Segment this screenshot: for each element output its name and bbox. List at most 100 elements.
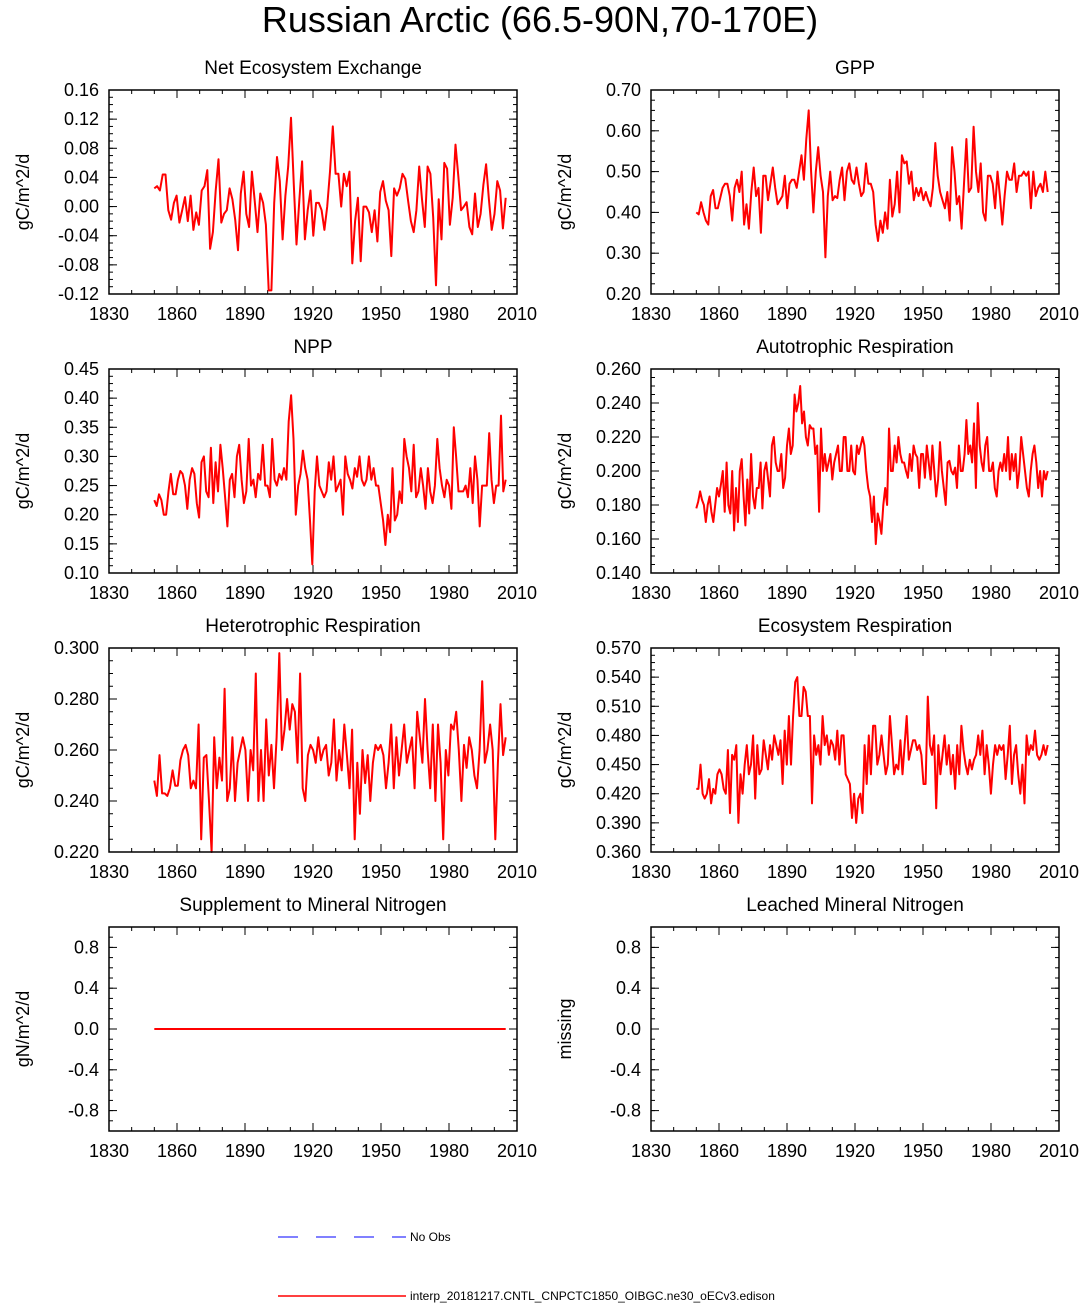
x-tick-label: 1920	[835, 583, 875, 603]
y-tick-label: 0.480	[596, 725, 641, 745]
chart-title: NPP	[293, 337, 332, 358]
plot-frame	[108, 926, 518, 1132]
y-tick-label: 0.45	[64, 359, 99, 379]
x-tick-label: 1890	[767, 304, 807, 324]
y-tick-label: 0.540	[596, 667, 641, 687]
x-tick-label: 2010	[1039, 583, 1079, 603]
chart-title: Ecosystem Respiration	[758, 616, 952, 637]
x-tick-label: 1830	[631, 862, 671, 882]
y-tick-label: 0.570	[596, 638, 641, 658]
y-tick-label: 0.25	[64, 476, 99, 496]
y-tick-label: 0.160	[596, 529, 641, 549]
x-tick-label: 1920	[293, 304, 333, 324]
x-tick-label: 1890	[225, 1141, 265, 1161]
x-tick-label: 1860	[699, 862, 739, 882]
y-tick-label: -0.12	[58, 284, 99, 304]
x-tick-label: 1830	[89, 304, 129, 324]
x-tick-label: 1950	[361, 862, 401, 882]
y-tick-label: 0.510	[596, 696, 641, 716]
x-tick-label: 1920	[293, 583, 333, 603]
x-tick-label: 1830	[89, 583, 129, 603]
x-tick-label: 1860	[699, 1141, 739, 1161]
x-tick-label: 1920	[835, 304, 875, 324]
x-tick-label: 1860	[157, 1141, 197, 1161]
x-tick-label: 1860	[157, 862, 197, 882]
data-series-line	[153, 116, 507, 292]
y-tick-label: 0.08	[64, 138, 99, 158]
x-tick-label: 2010	[1039, 862, 1079, 882]
y-tick-label: 0.8	[616, 937, 641, 957]
x-tick-label: 2010	[497, 1141, 537, 1161]
x-tick-label: 2010	[497, 862, 537, 882]
x-tick-label: 2010	[497, 304, 537, 324]
x-tick-label: 1950	[903, 1141, 943, 1161]
plot-frame	[108, 647, 518, 853]
chart-title: Autotrophic Respiration	[756, 337, 954, 358]
x-tick-label: 1830	[631, 583, 671, 603]
y-axis-label: gC/m^2/d	[555, 712, 575, 788]
y-tick-label: 0.15	[64, 534, 99, 554]
plot-frame	[650, 926, 1060, 1132]
y-axis-label: gN/m^2/d	[13, 991, 33, 1067]
x-tick-label: 1980	[971, 862, 1011, 882]
y-tick-label: 0.240	[54, 791, 99, 811]
y-tick-label: 0.8	[74, 937, 99, 957]
chart-panel-1: Net Ecosystem Exchange gC/m^2/d 1830 1860 18…	[13, 58, 537, 324]
y-tick-label: 0.04	[64, 167, 99, 187]
x-tick-label: 1860	[157, 583, 197, 603]
x-tick-label: 1920	[293, 862, 333, 882]
y-tick-label: 0.200	[596, 461, 641, 481]
y-tick-label: 0.30	[64, 446, 99, 466]
y-tick-label: 0.390	[596, 813, 641, 833]
data-series-line	[153, 394, 507, 566]
y-tick-label: 0.20	[606, 284, 641, 304]
x-tick-label: 1860	[157, 304, 197, 324]
y-axis-label: gC/m^2/d	[555, 154, 575, 230]
y-tick-label: 0.260	[596, 359, 641, 379]
page-title: Russian Arctic (66.5-90N,70-170E)	[261, 0, 819, 40]
plot-frame	[650, 368, 1060, 574]
y-axis-label: missing	[555, 998, 575, 1059]
chart-panel-6: Ecosystem Respiration gC/m^2/d 1830 1860 189…	[555, 616, 1079, 882]
x-tick-label: 1980	[429, 1141, 469, 1161]
chart-title: Leached Mineral Nitrogen	[746, 895, 964, 916]
x-tick-label: 1830	[631, 1141, 671, 1161]
chart-title: Net Ecosystem Exchange	[204, 58, 422, 79]
y-tick-label: -0.08	[58, 255, 99, 275]
x-tick-label: 1950	[361, 1141, 401, 1161]
x-tick-label: 1890	[225, 862, 265, 882]
x-tick-label: 1920	[835, 862, 875, 882]
y-tick-label: -0.04	[58, 226, 99, 246]
y-tick-label: 0.12	[64, 109, 99, 129]
y-tick-label: 0.10	[64, 563, 99, 583]
x-tick-label: 1980	[971, 1141, 1011, 1161]
x-tick-label: 1890	[225, 304, 265, 324]
x-tick-label: 1830	[89, 1141, 129, 1161]
chart-title: GPP	[835, 58, 875, 79]
chart-title: Heterotrophic Respiration	[205, 616, 420, 637]
y-tick-label: 0.40	[64, 388, 99, 408]
y-tick-label: 0.60	[606, 121, 641, 141]
y-tick-label: -0.8	[68, 1101, 99, 1121]
y-tick-label: 0.300	[54, 638, 99, 658]
plot-frame	[108, 89, 518, 295]
legend-obs-label: No Obs	[410, 1230, 451, 1244]
y-tick-label: 0.420	[596, 784, 641, 804]
x-tick-label: 1980	[429, 862, 469, 882]
x-tick-label: 1950	[903, 862, 943, 882]
x-tick-label: 1920	[835, 1141, 875, 1161]
y-tick-label: -0.4	[610, 1060, 641, 1080]
y-tick-label: 0.00	[64, 197, 99, 217]
plot-frame	[650, 647, 1060, 853]
x-tick-label: 1830	[631, 304, 671, 324]
y-tick-label: 0.20	[64, 505, 99, 525]
data-series-line	[153, 652, 507, 853]
data-series-line	[695, 385, 1049, 546]
x-tick-label: 1950	[903, 304, 943, 324]
y-tick-label: 0.4	[74, 978, 99, 998]
x-tick-label: 1890	[225, 583, 265, 603]
x-tick-label: 1890	[767, 1141, 807, 1161]
y-tick-label: -0.8	[610, 1101, 641, 1121]
y-tick-label: 0.450	[596, 755, 641, 775]
chart-panel-5: Heterotrophic Respiration gC/m^2/d 1830 186…	[13, 616, 537, 882]
